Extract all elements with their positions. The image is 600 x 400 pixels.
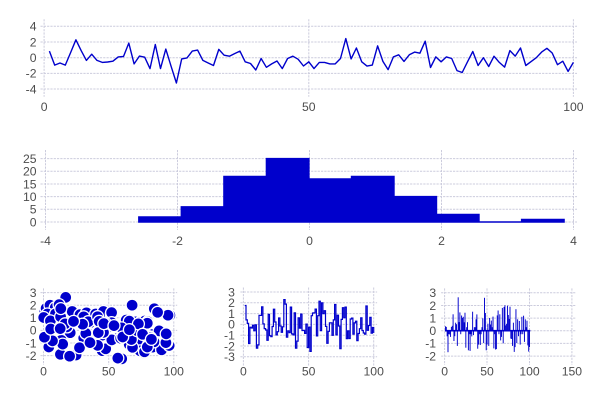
svg-text:100: 100 bbox=[364, 365, 385, 379]
svg-text:4: 4 bbox=[570, 234, 577, 248]
svg-text:100: 100 bbox=[164, 365, 185, 379]
svg-text:2: 2 bbox=[30, 299, 37, 313]
svg-text:1: 1 bbox=[228, 307, 235, 321]
svg-text:25: 25 bbox=[23, 152, 37, 166]
svg-text:50: 50 bbox=[302, 100, 316, 114]
svg-text:0: 0 bbox=[240, 365, 247, 379]
svg-text:0: 0 bbox=[429, 324, 436, 338]
svg-text:5: 5 bbox=[30, 203, 37, 217]
svg-text:-2: -2 bbox=[224, 339, 235, 353]
svg-text:-1: -1 bbox=[224, 329, 235, 343]
svg-text:3: 3 bbox=[228, 285, 235, 299]
svg-text:15: 15 bbox=[23, 177, 37, 191]
svg-text:4: 4 bbox=[30, 20, 37, 34]
svg-text:0: 0 bbox=[228, 318, 235, 332]
svg-text:2: 2 bbox=[228, 296, 235, 310]
svg-text:0: 0 bbox=[30, 51, 37, 65]
svg-text:50: 50 bbox=[480, 365, 494, 379]
svg-text:1: 1 bbox=[429, 311, 436, 325]
svg-text:10: 10 bbox=[23, 190, 37, 204]
svg-text:0: 0 bbox=[41, 100, 48, 114]
svg-text:-4: -4 bbox=[40, 234, 51, 248]
svg-text:100: 100 bbox=[519, 365, 540, 379]
svg-text:-2: -2 bbox=[425, 349, 436, 363]
svg-text:-4: -4 bbox=[26, 82, 37, 96]
svg-text:3: 3 bbox=[30, 286, 37, 300]
svg-text:50: 50 bbox=[102, 365, 116, 379]
svg-text:-3: -3 bbox=[224, 350, 235, 364]
svg-text:-2: -2 bbox=[172, 234, 183, 248]
svg-text:0: 0 bbox=[30, 324, 37, 338]
svg-text:2: 2 bbox=[30, 35, 37, 49]
svg-text:2: 2 bbox=[429, 299, 436, 313]
svg-text:2: 2 bbox=[438, 234, 445, 248]
svg-text:150: 150 bbox=[562, 365, 583, 379]
svg-text:0: 0 bbox=[40, 365, 47, 379]
svg-text:0: 0 bbox=[30, 215, 37, 229]
svg-text:20: 20 bbox=[23, 165, 37, 179]
svg-text:100: 100 bbox=[563, 100, 584, 114]
svg-text:-1: -1 bbox=[425, 337, 436, 351]
svg-text:0: 0 bbox=[441, 365, 448, 379]
svg-text:-2: -2 bbox=[26, 349, 37, 363]
svg-text:3: 3 bbox=[429, 286, 436, 300]
svg-text:50: 50 bbox=[302, 365, 316, 379]
svg-text:1: 1 bbox=[30, 311, 37, 325]
svg-text:-1: -1 bbox=[26, 336, 37, 350]
svg-text:-2: -2 bbox=[26, 67, 37, 81]
svg-text:0: 0 bbox=[306, 234, 313, 248]
